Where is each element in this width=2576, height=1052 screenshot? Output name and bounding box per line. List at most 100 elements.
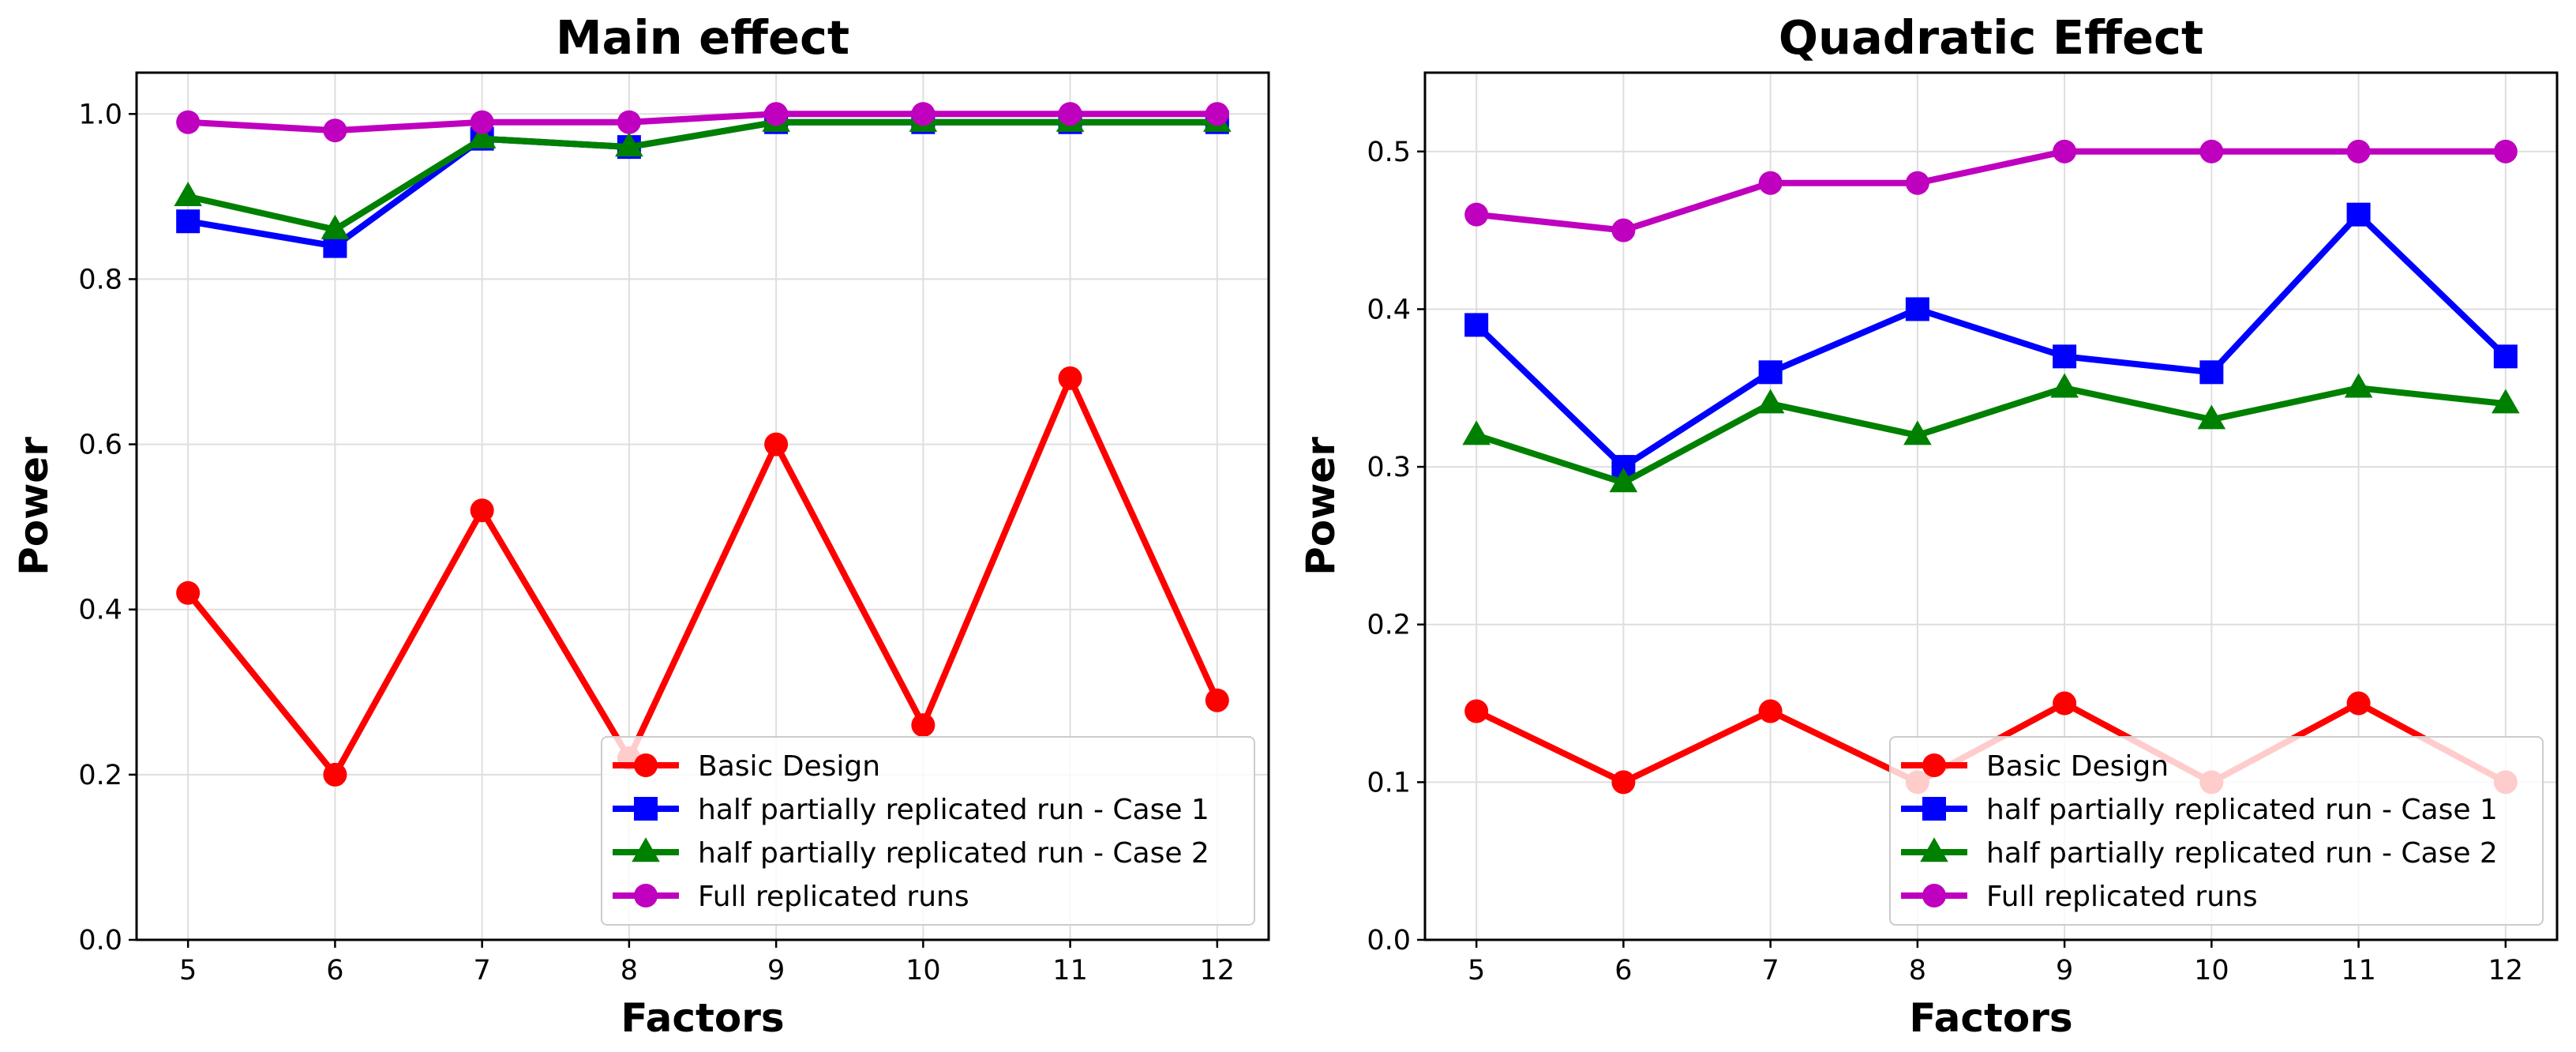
data-point-case-2: [1903, 420, 1932, 445]
series-full-replicated: [176, 102, 1229, 143]
legend-box: [1889, 736, 2544, 926]
data-point-full-replicated: [1758, 171, 1783, 195]
legend-item-case-2: half partially replicated run - Case 2: [613, 837, 1209, 870]
y-tick-label: 0.4: [78, 595, 122, 626]
x-tick-label: 10: [906, 955, 941, 986]
legend-marker: [634, 753, 658, 777]
x-tick-label: 10: [2194, 955, 2229, 986]
data-point-case-2: [1756, 389, 1785, 414]
legend-marker: [1922, 753, 1946, 777]
legend-label: Full replicated runs: [698, 881, 969, 913]
x-tick-label: 6: [1614, 955, 1632, 986]
legend-label: half partially replicated run - Case 1: [698, 794, 1209, 826]
data-point-case-2: [174, 182, 202, 207]
x-tick-label: 9: [2056, 955, 2073, 986]
series-case-1: [1464, 202, 2518, 479]
data-point-case-2: [1609, 468, 1638, 493]
y-axis-label: Power: [11, 437, 57, 576]
legend-item-case-2: half partially replicated run - Case 2: [1901, 837, 2498, 870]
legend-marker: [634, 797, 658, 821]
data-point-basic-design: [1205, 688, 1229, 712]
series-line-case-2: [1473, 385, 2509, 487]
series-line-basic-design: [185, 374, 1221, 778]
y-tick-label: 0.1: [1367, 767, 1411, 798]
data-point-case-2: [2197, 404, 2226, 430]
data-point-full-replicated: [2199, 139, 2224, 163]
data-point-case-2: [321, 214, 350, 239]
x-tick-label: 5: [179, 955, 197, 986]
data-point-full-replicated: [911, 102, 936, 126]
x-tick-label: 6: [326, 955, 343, 986]
x-tick-label: 12: [2488, 955, 2524, 986]
data-point-basic-design: [470, 498, 494, 523]
data-point-case-1: [2199, 360, 2224, 385]
legend-marker: [1922, 884, 1946, 907]
legend-label: Basic Design: [698, 750, 880, 783]
legend-item-basic-design: Basic Design: [1901, 750, 2169, 783]
data-point-full-replicated: [2053, 139, 2077, 163]
legend-item-basic-design: Basic Design: [613, 750, 880, 783]
x-tick-label: 12: [1200, 955, 1236, 986]
data-point-case-2: [615, 132, 643, 157]
data-point-case-1: [2346, 202, 2371, 227]
data-point-basic-design: [911, 713, 936, 738]
x-tick-label: 8: [621, 955, 638, 986]
data-point-full-replicated: [1205, 102, 1229, 126]
axis-ticks: 5 6 7 8 9 10 11 12 0.0 0.1 0.2 0.3 0.4 0.5: [1367, 137, 2523, 986]
data-point-basic-design: [2346, 691, 2371, 716]
data-point-case-2: [2344, 373, 2373, 398]
legend-marker: [634, 884, 658, 907]
data-point-full-replicated: [470, 110, 494, 134]
series-line-case-2: [185, 118, 1221, 233]
legend-label: half partially replicated run - Case 2: [698, 837, 1209, 870]
x-tick-label: 8: [1909, 955, 1926, 986]
y-tick-label: 0.2: [1367, 610, 1411, 641]
axis-ticks: 5 6 7 8 9 10 11 12 0.0 0.2 0.4 0.6 0.8 1.0: [78, 99, 1235, 986]
data-point-case-2: [1462, 420, 1490, 445]
legend: Basic Design half partially replicated ru…: [601, 736, 1255, 926]
chart-title: Quadratic Effect: [1779, 10, 2203, 65]
y-tick-label: 0.0: [1367, 925, 1411, 956]
y-tick-label: 0.5: [1367, 137, 1411, 168]
data-point-case-1: [1905, 297, 1929, 321]
series-full-replicated: [1464, 139, 2518, 242]
x-tick-label: 7: [474, 955, 491, 986]
data-point-basic-design: [1058, 366, 1082, 390]
data-point-full-replicated: [2493, 139, 2518, 163]
series-line-full-replicated: [185, 111, 1221, 134]
data-point-case-1: [2053, 344, 2077, 369]
series-line-case-1: [1473, 211, 2509, 471]
plot-frame: [1423, 71, 2559, 941]
data-point-case-2: [467, 123, 497, 148]
data-point-full-replicated: [1058, 102, 1082, 126]
data-point-basic-design: [1611, 770, 1636, 795]
data-point-basic-design: [176, 580, 201, 605]
data-point-full-replicated: [2346, 139, 2371, 163]
data-point-full-replicated: [1905, 171, 1929, 195]
data-point-full-replicated: [1611, 218, 1636, 242]
data-point-full-replicated: [323, 118, 347, 143]
data-point-basic-design: [764, 432, 789, 456]
data-point-basic-design: [1464, 699, 1489, 723]
legend-label: half partially replicated run - Case 2: [1986, 837, 2498, 870]
legend-marker: [632, 837, 660, 862]
series-layer: [174, 102, 1232, 787]
chart-title: Main effect: [556, 10, 849, 65]
data-point-case-1: [176, 209, 201, 234]
x-tick-label: 5: [1468, 955, 1485, 986]
y-tick-label: 0.3: [1367, 452, 1411, 483]
legend-marker: [1920, 837, 1948, 862]
x-axis-label: Factors: [621, 995, 784, 1041]
legend-label: Basic Design: [1986, 750, 2169, 783]
y-tick-label: 0.0: [78, 925, 122, 956]
data-point-case-2: [2050, 373, 2079, 398]
x-tick-label: 11: [2341, 955, 2376, 986]
legend-item-case-1: half partially replicated run - Case 1: [613, 794, 1209, 826]
legend-label: Full replicated runs: [1986, 881, 2258, 913]
data-point-full-replicated: [176, 110, 201, 134]
y-axis-label: Power: [1298, 437, 1344, 576]
x-tick-label: 7: [1762, 955, 1779, 986]
quadratic-effect-chart: Quadratic Effect 5 6 7 8 9 10 11 12 0.0 0.1 0.2 0.3…: [1298, 10, 2559, 1041]
series-case-2: [174, 107, 1232, 239]
